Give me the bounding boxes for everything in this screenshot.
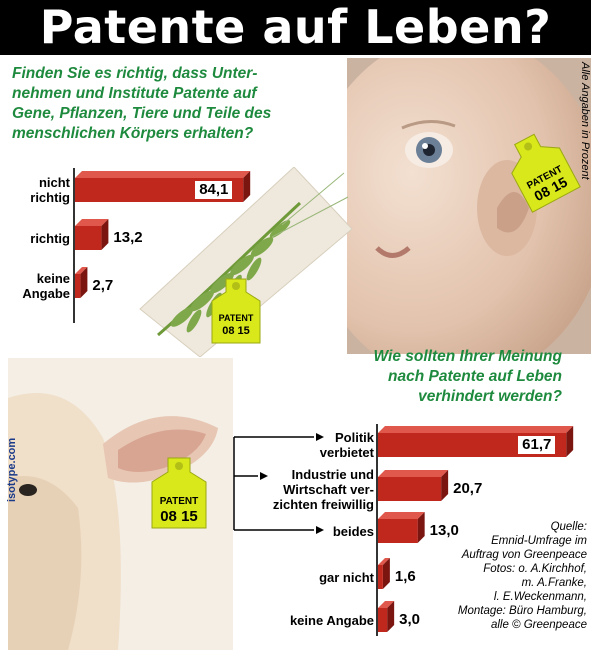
tag-text-grain-line1: PATENT xyxy=(219,313,254,323)
chart-2-category-label: beides xyxy=(214,524,374,539)
chart-2-category-label: Industrie und Wirtschaft ver-zichten frei… xyxy=(214,467,374,512)
chart-2-axis xyxy=(376,424,378,636)
category-label-line: verbietet xyxy=(319,445,374,460)
bar-side xyxy=(382,558,390,589)
bar-side xyxy=(417,512,425,543)
question-2-line: verhindert werden? xyxy=(418,388,562,405)
chart-1-bar xyxy=(75,267,88,298)
bar-side xyxy=(243,171,251,202)
question-2-line: Wie sollten Ihrer Meinung xyxy=(373,348,562,365)
chart-1-category-label: richtig xyxy=(4,231,70,246)
question-2-line: nach Patente auf Leben xyxy=(388,368,562,385)
bar-top xyxy=(378,512,425,519)
chart-2-value-label: 13,0 xyxy=(429,522,459,539)
question-1-line: nehmen und Institute Patente auf xyxy=(12,85,257,102)
question-1: Finden Sie es richtig, dass Unter- nehme… xyxy=(12,64,342,144)
category-label-line: Wirtschaft ver- xyxy=(283,481,374,497)
chart-2-value-label: 20,7 xyxy=(453,480,483,497)
bar-top xyxy=(378,426,574,433)
source-line: Fotos: o. A.Kirchhof, xyxy=(483,563,587,575)
source-line: Quelle: xyxy=(550,521,587,533)
category-label-line: Politik xyxy=(334,430,374,445)
ear-tag-sheep: PATENT 08 15 xyxy=(151,457,207,529)
category-label-line: beides xyxy=(332,523,374,539)
bar-front xyxy=(378,477,442,501)
sheep-illustration: PATENT 08 15 xyxy=(8,358,233,650)
tag-text-grain-line2: 08 15 xyxy=(222,325,250,337)
bar-top xyxy=(378,601,395,608)
chart-1-value-label: 84,1 xyxy=(195,181,233,199)
category-label-line: richtig xyxy=(30,230,70,246)
question-1-line: menschlichen Körpers erhalten? xyxy=(12,125,254,142)
bar-side xyxy=(80,267,88,298)
bar-side xyxy=(101,219,109,250)
question-2: Wie sollten Ihrer Meinung nach Patente a… xyxy=(330,347,562,407)
ear-tag-baby: PATENT 08 15 xyxy=(511,133,581,213)
tag-text-sheep-line1: PATENT xyxy=(160,496,199,507)
chart-2-value-label: 1,6 xyxy=(394,568,416,585)
category-label-line: keine Angabe xyxy=(289,612,374,628)
bar-top xyxy=(378,470,449,477)
category-label-line: nicht xyxy=(38,175,70,190)
bar-top xyxy=(75,219,109,226)
title-bar: Patente auf Leben? xyxy=(0,0,591,55)
grain-illustration: PATENT 08 15 xyxy=(139,166,353,358)
credit-vertical-text: isotype.com xyxy=(6,437,18,502)
chart-2-value-label: 61,7 xyxy=(518,436,556,454)
credit-vertical: isotype.com xyxy=(6,382,22,502)
unit-note: Alle Angaben in Prozent xyxy=(571,62,591,212)
category-label-line: zichten freiwillig xyxy=(272,496,374,512)
category-label-line: keine xyxy=(36,271,70,286)
baby-photo: PATENT 08 15 xyxy=(347,58,591,354)
chart-2-bar xyxy=(378,470,449,501)
source-line: Emnid-Umfrage im xyxy=(491,535,587,547)
grain-photo: PATENT 08 15 xyxy=(122,166,353,358)
chart-2-bar xyxy=(378,512,425,543)
bar-top xyxy=(378,558,390,565)
chart-2-bar xyxy=(378,601,395,632)
chart-1-value-label: 2,7 xyxy=(92,277,114,294)
category-label-line: Industrie und xyxy=(291,466,374,482)
chart-1-category-label: nicht richtig xyxy=(4,175,70,205)
baby-illustration: PATENT 08 15 xyxy=(347,58,591,354)
bar-front xyxy=(378,519,418,543)
source-line: Montage: Büro Hamburg, xyxy=(457,605,587,617)
chart-1-bar xyxy=(75,219,109,250)
ear-tag-grain: PATENT 08 15 xyxy=(211,278,261,344)
bar-front xyxy=(378,608,388,632)
bar-front xyxy=(378,565,383,589)
bar-front xyxy=(75,226,102,250)
bar-side xyxy=(387,601,395,632)
source-line: alle © Greenpeace xyxy=(490,619,587,631)
sheep-photo: PATENT 08 15 xyxy=(8,358,233,650)
chart-2-value-label: 3,0 xyxy=(399,611,420,628)
chart-2-bar xyxy=(378,558,390,589)
chart-2-category-label: Politik verbietet xyxy=(214,430,374,460)
chart-1-axis xyxy=(73,168,75,323)
bar-side xyxy=(566,426,574,457)
bar-side xyxy=(441,470,449,501)
chart-2-category-label: keine Angabe xyxy=(214,613,374,628)
category-label-line: Angabe xyxy=(22,286,70,301)
source-line: l. E.Weckenmann, xyxy=(493,591,587,603)
question-1-line: Gene, Pflanzen, Tiere und Teile des xyxy=(12,105,272,122)
category-label-line: richtig xyxy=(30,190,70,205)
source-note: Quelle: Emnid-Umfrage im Auftrag von Gre… xyxy=(432,520,587,632)
chart-1-category-label: keine Angabe xyxy=(4,271,70,301)
bar-top xyxy=(75,267,88,274)
tag-text-sheep-line2: 08 15 xyxy=(160,508,198,525)
source-line: Auftrag von Greenpeace xyxy=(461,549,587,561)
chart-1-value-label: 13,2 xyxy=(113,229,143,246)
category-label-line: gar nicht xyxy=(319,569,374,585)
page-title: Patente auf Leben? xyxy=(39,0,552,54)
question-1-line: Finden Sie es richtig, dass Unter- xyxy=(12,65,258,82)
source-line: m. A.Franke, xyxy=(521,577,587,589)
bar-front xyxy=(75,274,81,298)
unit-note-text: Alle Angaben in Prozent xyxy=(579,62,591,180)
bar-top xyxy=(75,171,251,178)
chart-2-category-label: gar nicht xyxy=(214,570,374,585)
